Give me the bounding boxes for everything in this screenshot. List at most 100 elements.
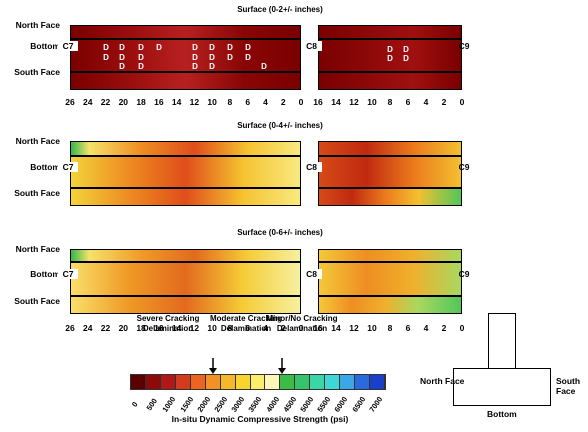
panel-1-tick-left-10: 6 bbox=[245, 97, 251, 107]
legend-swatch bbox=[370, 375, 385, 389]
panel-2-c9-label: C9 bbox=[458, 162, 470, 172]
delamination-marker: D bbox=[156, 43, 162, 52]
panel-3-tick-left-6: 14 bbox=[171, 323, 182, 333]
panel-3-tick-right-5: 6 bbox=[405, 323, 411, 333]
panel-3-tick-right-2: 12 bbox=[349, 323, 359, 333]
panel-3-tick-left-3: 20 bbox=[118, 323, 129, 333]
delamination-marker: D bbox=[209, 43, 215, 52]
panel-1-tick-right-4: 8 bbox=[387, 97, 393, 107]
legend-swatch bbox=[280, 375, 296, 389]
panel-1-tick-right-2: 12 bbox=[349, 97, 359, 107]
panel-1-tick-right-1: 14 bbox=[331, 97, 341, 107]
delamination-marker: D bbox=[261, 62, 267, 71]
delamination-marker: D bbox=[209, 62, 215, 71]
legend-swatch bbox=[131, 375, 146, 389]
panel-1-tick-left-8: 10 bbox=[207, 97, 217, 107]
panel-2-strip-right-2 bbox=[318, 156, 462, 188]
panel-3-strip-right-1 bbox=[318, 249, 462, 262]
panel-1-c8-label: C8 bbox=[301, 41, 322, 51]
panel-3-tick-left-5: 16 bbox=[154, 323, 164, 333]
delamination-marker: D bbox=[245, 53, 251, 62]
panel-3-tick-right-4: 8 bbox=[387, 323, 393, 333]
panel-1-strip-left-2 bbox=[70, 39, 301, 72]
panel-1-tick-left-5: 16 bbox=[154, 97, 164, 107]
panel-1-row-label-1: North Face bbox=[15, 20, 60, 30]
delamination-marker: D bbox=[138, 62, 144, 71]
delamination-marker: D bbox=[138, 53, 144, 62]
delamination-marker: D bbox=[119, 62, 125, 71]
legend-colorbar bbox=[130, 374, 386, 390]
delamination-marker: D bbox=[387, 45, 393, 54]
panel-2-strip-right-3 bbox=[318, 188, 462, 206]
legend-category-minor: Minor/No Cracking Delamination bbox=[266, 314, 338, 333]
panel-3-tick-left-8: 10 bbox=[207, 323, 217, 333]
panel-3-c8-gap bbox=[302, 248, 317, 315]
legend-swatch bbox=[355, 375, 370, 389]
panel-3-tick-left-13: 0 bbox=[298, 323, 304, 333]
panel-1-row-label-3: South Face bbox=[14, 67, 60, 77]
legend-swatch bbox=[265, 375, 281, 389]
panel-1-strip-left-1 bbox=[70, 25, 301, 39]
legend-category-severe: Severe Cracking Delamination bbox=[136, 314, 200, 333]
panel-1-tick-left-7: 12 bbox=[189, 97, 200, 107]
panel-3-tick-right-6: 4 bbox=[423, 323, 429, 333]
delamination-marker: D bbox=[192, 62, 198, 71]
panel-3-tick-left-4: 18 bbox=[136, 323, 146, 333]
legend-swatch bbox=[295, 375, 311, 389]
legend-swatch bbox=[205, 375, 221, 389]
panel-2-row-label-3: South Face bbox=[14, 188, 60, 198]
legend-swatch bbox=[340, 375, 356, 389]
panel-3-row-label-1: North Face bbox=[15, 244, 60, 254]
delamination-marker: D bbox=[138, 43, 144, 52]
legend-swatch bbox=[220, 375, 236, 389]
panel-3-strip-left-2 bbox=[70, 262, 301, 296]
panel-2-strip-left-1 bbox=[70, 141, 301, 156]
panel-3-tick-left-7: 12 bbox=[189, 323, 200, 333]
legend-swatch bbox=[250, 375, 266, 389]
panel-2-strip-right-1 bbox=[318, 141, 462, 156]
panel-1-tick-right-0: 16 bbox=[313, 97, 323, 107]
legend-swatch bbox=[325, 375, 341, 389]
legend-swatch bbox=[175, 375, 191, 389]
legend-axis-title: In-situ Dynamic Compressive Strength (ps… bbox=[171, 414, 349, 424]
panel-1-strip-right-3 bbox=[318, 72, 462, 90]
delamination-marker: D bbox=[387, 54, 393, 63]
panel-1-strip-right-2 bbox=[318, 39, 462, 72]
panel-2-c7-label: C7 bbox=[58, 162, 78, 172]
panel-1-c7-label: C7 bbox=[58, 41, 78, 51]
delamination-marker: D bbox=[227, 53, 233, 62]
delamination-marker: D bbox=[192, 43, 198, 52]
panel-2-c8-gap bbox=[302, 140, 317, 207]
panel-3-tick-right-7: 2 bbox=[441, 323, 447, 333]
panel-1-tick-left-0: 26 bbox=[65, 97, 75, 107]
schematic-flange bbox=[453, 368, 551, 406]
panel-3-strip-left-3 bbox=[70, 296, 301, 314]
panel-3-tick-left-1: 24 bbox=[83, 323, 93, 333]
panel-3-tick-right-3: 10 bbox=[367, 323, 377, 333]
delamination-marker: D bbox=[103, 43, 109, 52]
panel-1-tick-left-6: 14 bbox=[171, 97, 182, 107]
panel-3-strip-right-3 bbox=[318, 296, 462, 314]
panel-1-row-label-2: Bottom bbox=[30, 41, 60, 51]
panel-3-tick-right-0: 16 bbox=[313, 323, 323, 333]
panel-3-tick-right-8: 0 bbox=[459, 323, 465, 333]
panel-3-strip-right-2 bbox=[318, 262, 462, 296]
panel-1-tick-right-6: 4 bbox=[423, 97, 429, 107]
panel-1-tick-right-7: 2 bbox=[441, 97, 447, 107]
panel-1-tick-left-4: 18 bbox=[136, 97, 146, 107]
panel-1-c9-label: C9 bbox=[458, 41, 470, 51]
legend-swatch bbox=[160, 375, 176, 389]
panel-3-row-label-3: South Face bbox=[14, 296, 60, 306]
panel-3-tick-left-12: 2 bbox=[280, 323, 286, 333]
panel-2-title: Surface (0-4+/- inches) bbox=[237, 121, 323, 130]
delamination-marker: D bbox=[119, 43, 125, 52]
panel-2-c8-label: C8 bbox=[301, 162, 322, 172]
panel-1-tick-left-12: 2 bbox=[280, 97, 286, 107]
legend-swatch bbox=[235, 375, 251, 389]
legend-swatch bbox=[190, 375, 206, 389]
legend-swatch bbox=[310, 375, 326, 389]
panel-3-title: Surface (0-6+/- inches) bbox=[237, 228, 323, 237]
panel-3-tick-left-9: 8 bbox=[227, 323, 233, 333]
schematic-north-label: North Face bbox=[420, 376, 465, 386]
panel-2-row-label-2: Bottom bbox=[30, 162, 60, 172]
